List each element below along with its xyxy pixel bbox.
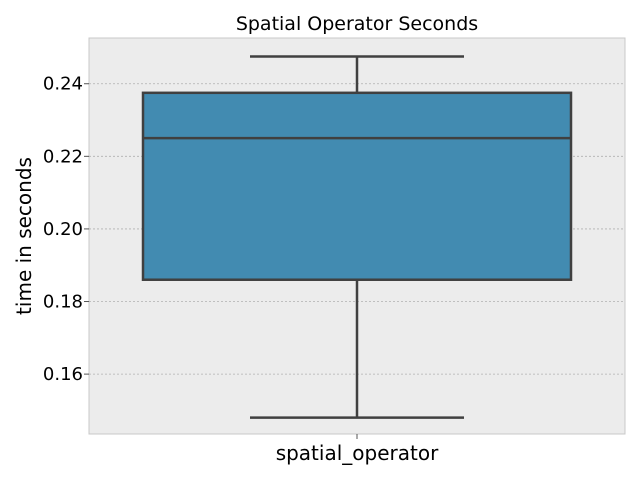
- iqr-box: [141, 91, 573, 281]
- x-tick-label: spatial_operator: [276, 441, 439, 465]
- chart-title: Spatial Operator Seconds: [236, 13, 478, 35]
- y-axis-label: time in seconds: [12, 157, 36, 315]
- y-tick-label: 0.24: [43, 74, 83, 95]
- y-axis-ticks: 0.16 0.18 0.20 0.22 0.24: [43, 74, 358, 439]
- y-tick-label: 0.18: [43, 292, 83, 313]
- y-tick-label: 0.20: [43, 219, 83, 240]
- box-group: [141, 55, 573, 419]
- y-tick-label: 0.16: [43, 364, 83, 385]
- y-tick-label: 0.22: [43, 146, 83, 167]
